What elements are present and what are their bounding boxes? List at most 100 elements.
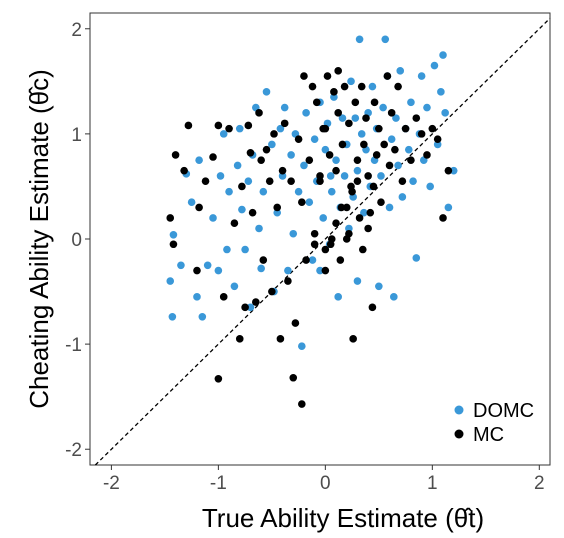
- point-mc: [337, 203, 346, 212]
- point-domc: [223, 245, 231, 254]
- point-mc: [298, 400, 306, 408]
- point-mc: [184, 121, 193, 130]
- point-domc: [305, 198, 314, 207]
- y-tick-label: 0: [71, 230, 82, 251]
- point-mc: [428, 124, 437, 133]
- point-mc: [278, 166, 287, 175]
- point-mc: [358, 245, 367, 254]
- point-mc: [368, 303, 377, 312]
- point-mc: [385, 161, 394, 170]
- point-mc: [308, 82, 317, 91]
- point-domc: [390, 293, 398, 301]
- point-domc: [334, 293, 342, 301]
- point-mc: [364, 224, 372, 233]
- point-mc: [321, 245, 330, 254]
- point-domc: [259, 187, 268, 196]
- point-domc: [417, 72, 426, 80]
- point-mc: [326, 240, 335, 249]
- point-domc: [404, 145, 413, 154]
- x-axis-ticks: -2 -1 0 1 2: [103, 465, 545, 494]
- x-tick-label: -1: [210, 473, 227, 494]
- y-tick-label: -2: [65, 440, 82, 461]
- point-domc: [235, 124, 244, 133]
- x-tick-label: 1: [427, 473, 438, 494]
- point-mc: [273, 203, 282, 212]
- point-domc: [168, 312, 177, 321]
- point-mc: [330, 88, 338, 96]
- point-mc: [169, 240, 178, 249]
- point-mc: [316, 172, 324, 180]
- point-mc: [387, 109, 396, 117]
- point-domc: [449, 166, 458, 175]
- point-mc: [180, 166, 188, 175]
- point-domc: [294, 187, 303, 196]
- point-mc: [334, 109, 342, 117]
- point-domc: [396, 67, 405, 75]
- point-mc: [383, 72, 392, 80]
- point-domc: [357, 130, 366, 138]
- plot-panel-border: [89, 12, 551, 466]
- point-domc: [169, 230, 178, 239]
- point-mc: [334, 67, 342, 75]
- point-mc: [349, 335, 357, 343]
- point-domc: [177, 261, 185, 270]
- identity-reference-line: [94, 17, 551, 466]
- point-mc: [316, 177, 324, 185]
- point-domc: [412, 254, 421, 262]
- point-domc: [377, 172, 385, 180]
- y-axis-title: Cheating Ability Estimate (θ̂c): [24, 69, 54, 409]
- point-mc: [280, 119, 289, 128]
- point-domc: [360, 208, 368, 217]
- point-domc: [345, 224, 353, 233]
- point-mc: [284, 277, 292, 285]
- point-mc: [394, 82, 402, 91]
- point-mc: [171, 151, 180, 159]
- point-domc: [327, 187, 336, 196]
- point-domc: [195, 156, 203, 164]
- point-mc: [321, 124, 330, 133]
- point-mc: [391, 145, 399, 154]
- point-mc: [241, 303, 249, 312]
- point-domc: [409, 177, 417, 185]
- point-domc: [444, 203, 453, 212]
- point-mc: [380, 140, 388, 149]
- point-domc: [244, 177, 253, 185]
- point-domc: [375, 282, 383, 291]
- point-mc: [193, 266, 201, 275]
- point-mc: [230, 219, 239, 228]
- series-domc: [166, 35, 458, 351]
- point-domc: [368, 82, 377, 91]
- point-domc: [262, 88, 271, 96]
- point-mc: [369, 182, 378, 191]
- point-mc: [310, 229, 319, 238]
- y-tick-label: 1: [71, 125, 82, 146]
- point-mc: [201, 177, 210, 185]
- point-domc: [241, 245, 249, 254]
- point-domc: [284, 266, 292, 275]
- point-mc: [259, 256, 268, 264]
- point-mc: [298, 198, 306, 207]
- point-domc: [203, 261, 212, 270]
- point-domc: [255, 224, 263, 233]
- legend-label-mc: MC: [473, 424, 504, 446]
- point-domc: [353, 277, 362, 285]
- point-mc: [375, 124, 383, 133]
- point-mc: [401, 124, 410, 133]
- point-mc: [238, 182, 246, 191]
- point-domc: [338, 114, 347, 122]
- point-mc: [417, 130, 426, 138]
- point-domc: [340, 172, 349, 180]
- point-domc: [166, 277, 175, 285]
- point-mc: [407, 156, 415, 164]
- point-mc: [423, 151, 431, 159]
- point-mc: [357, 82, 366, 91]
- point-mc: [287, 177, 295, 185]
- x-tick-label: 0: [320, 473, 331, 494]
- y-tick-label: -1: [65, 335, 82, 356]
- point-domc: [278, 172, 287, 180]
- point-domc: [347, 77, 355, 86]
- point-domc: [209, 214, 217, 222]
- point-mc: [244, 121, 253, 130]
- point-domc: [387, 135, 396, 143]
